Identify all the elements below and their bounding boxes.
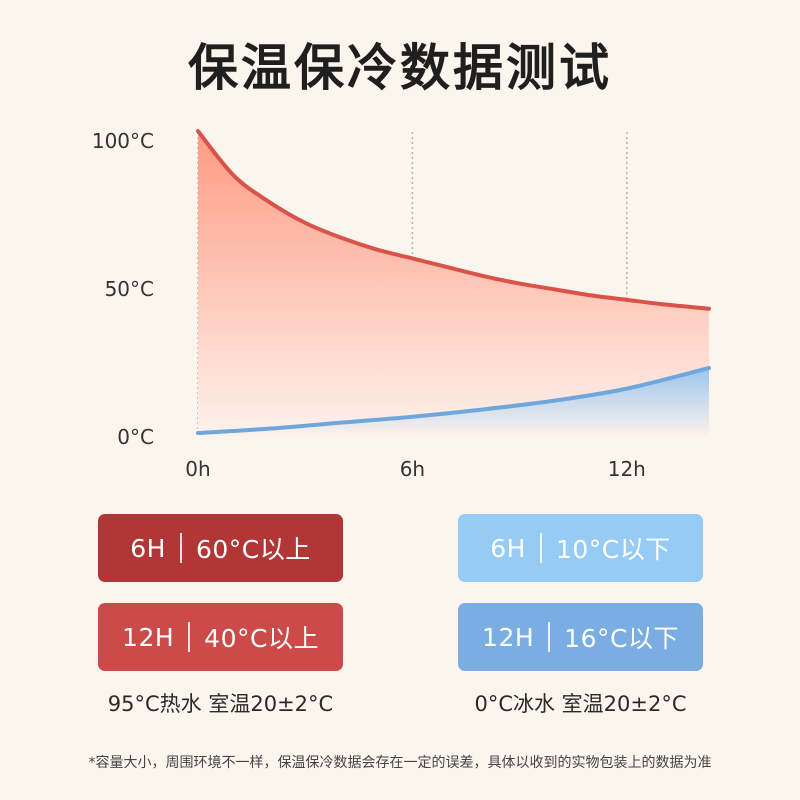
hot-water-line (196, 129, 711, 311)
hot-12h-value: 40°C以上 (204, 624, 319, 653)
cold-6h-value: 10°C以下 (555, 535, 671, 564)
disclaimer-footnote: *容量大小，周围环境不一样，保温保冷数据会存在一定的误差，具体以收到的实物包装上… (88, 755, 712, 771)
separator (179, 533, 182, 563)
cold-test-condition: 0°C冰水 室温20±2°C (474, 692, 687, 716)
hot-result-12h: 12H 40°C以上 (98, 603, 343, 671)
cold-result-6h: 6H 10°C以下 (458, 514, 703, 582)
y-tick-label: 50°C (105, 277, 154, 301)
cold-result-12h: 12H 16°C以下 (458, 603, 703, 671)
cold-water-area (198, 367, 709, 436)
line-layer (196, 129, 711, 436)
label-layer: 0°C 50°C 100°C 0h 6h 12h (92, 129, 646, 481)
page-title: 保温保冷数据测试 (188, 39, 612, 97)
y-tick-label: 100°C (92, 129, 154, 153)
hot-12h-time: 12H (122, 622, 175, 652)
hot-6h-value: 60°C以上 (195, 535, 311, 564)
cold-6h-time: 6H (490, 533, 526, 563)
x-tick-label: 12h (608, 457, 646, 481)
cold-12h-time: 12H (482, 622, 535, 652)
temperature-chart: 0°C 50°C 100°C 0h 6h 12h (92, 129, 711, 481)
y-tick-label: 0°C (117, 425, 154, 449)
hot-test-condition: 95°C热水 室温20±2°C (107, 692, 334, 716)
hot-result-6h: 6H 60°C以上 (98, 514, 343, 582)
separator (188, 622, 191, 652)
x-tick-label: 0h (185, 457, 210, 481)
x-tick-label: 6h (400, 457, 425, 481)
separator (548, 622, 551, 652)
separator (539, 533, 542, 563)
hot-water-area (198, 131, 709, 436)
cold-water-line (196, 365, 711, 436)
area-layer (198, 131, 709, 436)
cold-12h-value: 16°C以下 (564, 624, 679, 653)
hot-6h-time: 6H (130, 533, 166, 563)
